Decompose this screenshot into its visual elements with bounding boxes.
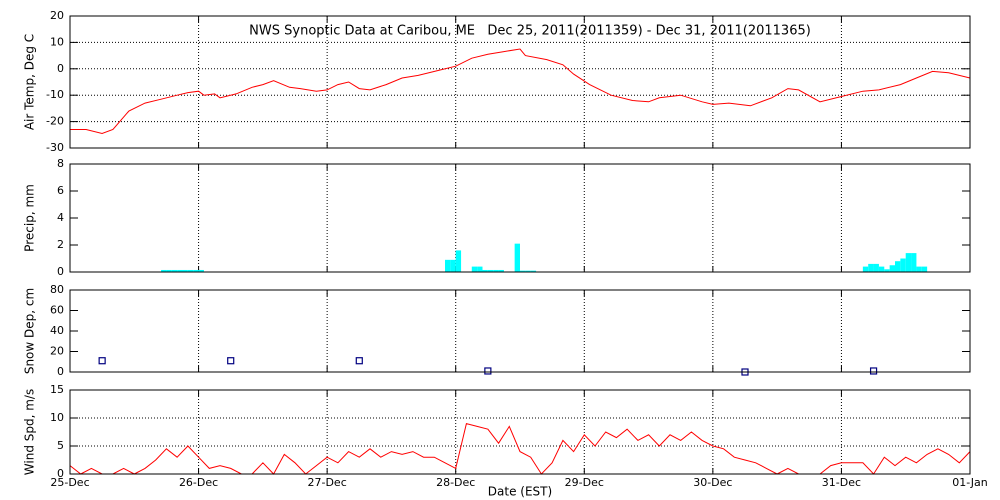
bar bbox=[198, 269, 204, 272]
bar bbox=[530, 270, 537, 272]
x-tick-label: 01-Jan bbox=[952, 476, 988, 489]
y-tick-label: 40 bbox=[50, 324, 64, 337]
y-tick-label: 20 bbox=[50, 9, 64, 22]
x-axis-label: Date (EST) bbox=[488, 485, 552, 499]
bar bbox=[187, 269, 194, 272]
bar bbox=[171, 269, 178, 272]
plot-frame bbox=[69, 163, 971, 273]
x-tick-label: 29-Dec bbox=[565, 476, 604, 489]
y-axis-label: Air Temp, Deg C bbox=[23, 34, 37, 130]
bar bbox=[889, 265, 895, 272]
y-axis-label: Snow Dep, cm bbox=[23, 288, 37, 374]
y-tick-label: -30 bbox=[46, 141, 64, 154]
bar bbox=[193, 269, 199, 272]
bar bbox=[862, 266, 869, 272]
y-tick-label: 10 bbox=[50, 35, 64, 48]
point bbox=[355, 357, 363, 365]
x-tick-label: 31-Dec bbox=[822, 476, 861, 489]
bar bbox=[884, 269, 890, 272]
bar bbox=[166, 269, 172, 272]
line bbox=[70, 48, 971, 135]
chart-title: NWS Synoptic Data at Caribou, ME Dec 25,… bbox=[249, 24, 811, 39]
y-tick-label: 10 bbox=[50, 411, 64, 424]
x-tick-label: 30-Dec bbox=[693, 476, 732, 489]
bar bbox=[471, 266, 478, 272]
point bbox=[869, 367, 878, 375]
bar bbox=[900, 258, 906, 272]
y-tick-label: -10 bbox=[46, 88, 64, 101]
y-axis-label: Wind Spd, m/s bbox=[23, 389, 37, 475]
bar bbox=[482, 269, 488, 272]
bar bbox=[450, 259, 456, 272]
bar bbox=[445, 259, 451, 272]
x-tick-label: 28-Dec bbox=[436, 476, 475, 489]
bar bbox=[514, 243, 520, 272]
bar bbox=[878, 266, 885, 272]
bar bbox=[873, 263, 879, 272]
y-tick-label: 0 bbox=[57, 62, 64, 75]
y-tick-label: 80 bbox=[50, 283, 64, 296]
bar bbox=[477, 266, 483, 272]
x-tick-label: 25-Dec bbox=[50, 476, 89, 489]
bar bbox=[487, 269, 494, 272]
bar bbox=[911, 253, 917, 272]
y-tick-label: 60 bbox=[50, 304, 64, 317]
bar bbox=[161, 269, 167, 272]
bar bbox=[895, 261, 901, 272]
y-tick-label: 6 bbox=[57, 184, 64, 197]
y-tick-label: 0 bbox=[57, 365, 64, 378]
y-tick-label: 20 bbox=[50, 345, 64, 358]
bar bbox=[916, 266, 922, 272]
bar bbox=[905, 253, 912, 272]
point bbox=[227, 357, 235, 365]
y-tick-label: 15 bbox=[50, 383, 64, 396]
plot-frame bbox=[69, 289, 971, 373]
y-tick-label: 4 bbox=[57, 211, 64, 224]
y-tick-label: 2 bbox=[57, 238, 64, 251]
y-tick-label: 0 bbox=[57, 265, 64, 278]
y-tick-label: -20 bbox=[46, 115, 64, 128]
bar bbox=[182, 269, 188, 272]
y-tick-label: 0 bbox=[57, 467, 64, 480]
bar bbox=[921, 266, 928, 272]
point bbox=[98, 357, 106, 365]
bar bbox=[498, 269, 504, 272]
y-axis-label: Precip, mm bbox=[23, 184, 37, 252]
bar bbox=[493, 269, 499, 272]
y-tick-label: 5 bbox=[57, 439, 64, 452]
plot-frame bbox=[69, 15, 971, 149]
y-tick-label: 8 bbox=[57, 157, 64, 170]
x-tick-label: 27-Dec bbox=[308, 476, 347, 489]
line bbox=[69, 422, 971, 475]
bar bbox=[525, 270, 531, 272]
x-tick-label: 26-Dec bbox=[179, 476, 218, 489]
plot-frame bbox=[69, 389, 971, 475]
bar bbox=[455, 250, 462, 272]
bar bbox=[177, 269, 183, 272]
bar bbox=[520, 270, 526, 272]
point bbox=[484, 367, 492, 375]
bar bbox=[868, 263, 874, 272]
